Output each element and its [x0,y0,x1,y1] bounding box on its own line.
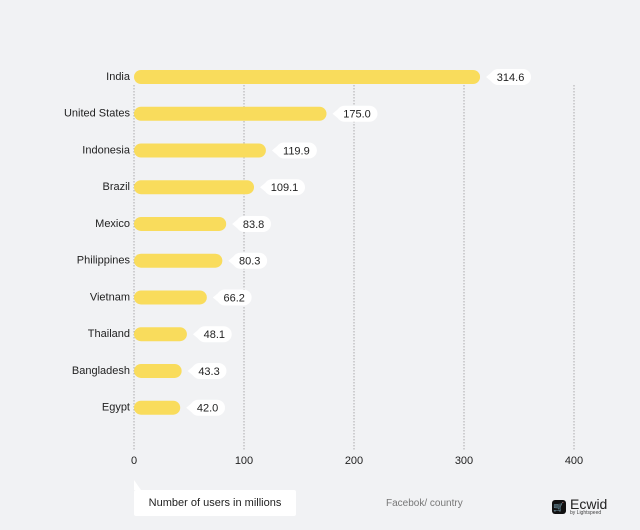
source-label: Facebok/ country [386,498,463,509]
data-label: 43.3 [198,366,219,378]
bar [134,400,181,415]
data-label-bg [275,142,317,159]
bar [134,363,182,378]
bar-chart: 0 100 200 300 400 India 314.6 United States 175.… [64,69,583,467]
bar [134,70,481,84]
data-label-bg [490,69,532,85]
category-label: Indonesia [82,144,131,156]
category-label: Egypt [102,402,130,414]
brand-name: Ecwid [570,496,608,512]
data-label: 109.1 [271,182,299,194]
data-label-bg [216,289,252,306]
bar [134,216,227,231]
bar [134,143,266,158]
data-label-bg [191,362,227,379]
data-label: 314.6 [497,72,525,84]
category-label: Philippines [77,255,131,267]
data-label: 42.0 [197,403,218,415]
data-label: 119.9 [283,145,310,157]
x-tick-label: 200 [345,455,363,467]
category-label: Mexico [95,218,130,230]
data-label: 80.3 [239,256,260,268]
category-label: Brazil [102,181,130,193]
x-tick-label: 100 [235,455,253,467]
data-label-bg [232,252,268,269]
bar [134,253,223,268]
x-tick-label: 400 [565,455,583,467]
data-label-bg [264,179,306,196]
data-label-bg [236,215,271,232]
data-label-bg [196,326,232,343]
bar [134,290,207,305]
legend-notch [134,480,141,490]
brand-logo: 🛒 Ecwid by Lightspeed [552,497,607,516]
category-label: Bangladesh [72,365,130,377]
category-label: United States [64,108,131,120]
legend-label: Number of users in millions [134,490,296,516]
x-tick-label: 0 [131,455,137,467]
data-label-bg [190,399,225,416]
data-label: 83.8 [243,219,264,231]
category-label: Thailand [88,328,130,340]
category-label: India [106,71,131,83]
data-label-bg [336,105,378,122]
data-label: 66.2 [224,292,245,304]
category-label: Vietnam [90,291,130,303]
data-label: 48.1 [204,329,225,341]
bar [134,180,255,195]
brand-sub: by Lightspeed [570,510,602,516]
cart-icon: 🛒 [552,499,566,514]
x-tick-label: 300 [455,455,473,467]
data-label: 175.0 [343,109,371,121]
bar [134,106,327,121]
bar [134,327,187,342]
